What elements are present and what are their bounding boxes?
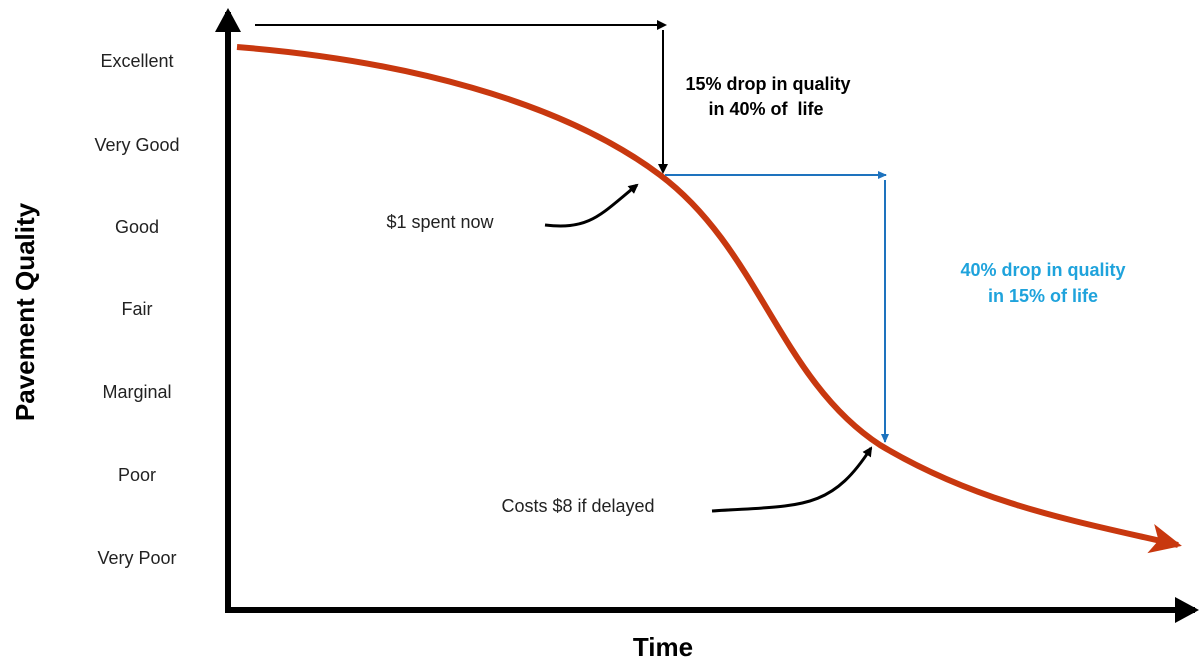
annotation: 40% drop in quality (960, 260, 1125, 280)
annotation: in 15% of life (988, 286, 1098, 306)
quality-level: Good (115, 217, 159, 237)
quality-level: Fair (122, 299, 153, 319)
quality-level: Very Good (94, 135, 179, 155)
x-axis-title: Time (633, 632, 693, 662)
quality-level: Excellent (100, 51, 173, 71)
y-axis-title: Pavement Quality (10, 202, 40, 421)
annotation: in 40% of life (708, 99, 823, 119)
quality-level: Very Poor (97, 548, 176, 568)
quality-level: Poor (118, 465, 156, 485)
pointer-arrow (711, 446, 873, 513)
quality-level: Marginal (102, 382, 171, 402)
quality-curve (236, 44, 1182, 554)
pointer-arrow (544, 183, 639, 228)
annotation: $1 spent now (386, 212, 494, 232)
annotation: Costs $8 if delayed (501, 496, 654, 516)
annotation: 15% drop in quality (685, 74, 850, 94)
